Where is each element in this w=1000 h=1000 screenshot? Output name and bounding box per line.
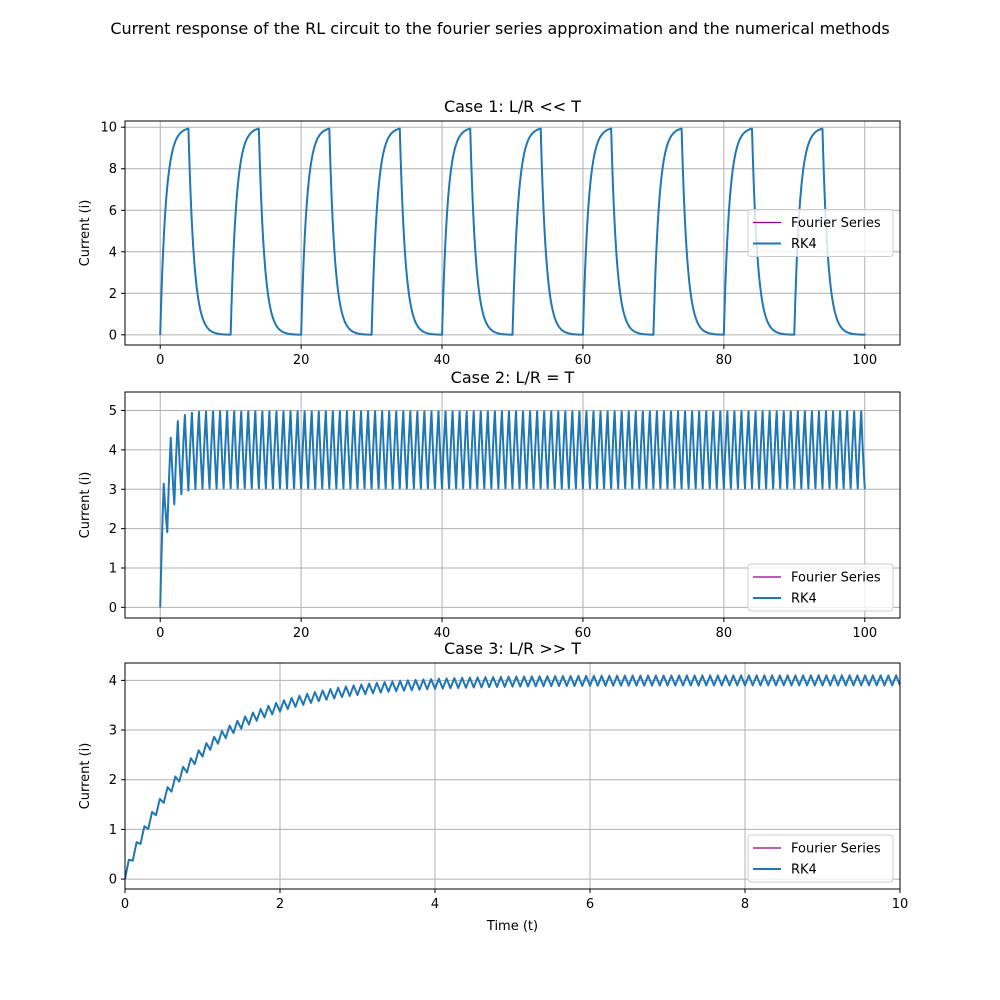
axes-frame — [124, 391, 901, 619]
y-tick-label: 2 — [109, 522, 117, 537]
subplot-2: 0 20 40 60 80 100 0 1 2 3 4 5 Case 2: L/R = T Current… — [78, 368, 901, 641]
y-axis-label: Current (i) — [78, 200, 93, 267]
subplot-3: 0 2 4 6 8 10 0 1 2 3 4 Case 3: L/R >> T Current (i) T… — [78, 639, 908, 934]
rk4-line — [159, 127, 866, 336]
y-axis-label: Current (i) — [78, 743, 93, 810]
x-tick-label: 100 — [852, 353, 877, 368]
axes-frame — [124, 120, 901, 346]
y-tick-label: 6 — [109, 204, 117, 219]
legend-label: RK4 — [791, 863, 817, 878]
x-tick-label: 60 — [575, 626, 592, 641]
y-tick-label: 0 — [109, 873, 117, 888]
y-tick-label: 4 — [109, 443, 117, 458]
x-tick-label: 80 — [716, 626, 733, 641]
axes-frame — [124, 662, 901, 890]
x-tick-label: 0 — [156, 353, 164, 368]
x-tick-label: 10 — [892, 897, 909, 912]
subplot-title: Case 3: L/R >> T — [444, 639, 581, 658]
legend: Fourier Series RK4 — [747, 834, 894, 883]
legend-box — [747, 563, 894, 612]
y-tick-label: 1 — [109, 561, 117, 576]
y-tick-label: 3 — [109, 724, 117, 739]
x-tick-label: 60 — [575, 353, 592, 368]
y-tick-label: 0 — [109, 601, 117, 616]
y-tick-label: 1 — [109, 823, 117, 838]
legend: Fourier Series RK4 — [747, 563, 894, 612]
x-tick-label: 20 — [293, 626, 310, 641]
y-tick-label: 2 — [109, 287, 117, 302]
x-tick-label: 0 — [156, 626, 164, 641]
y-tick-label: 4 — [109, 245, 117, 260]
legend-box — [747, 209, 894, 257]
y-tick-label: 3 — [109, 483, 117, 498]
x-tick-label: 40 — [434, 353, 451, 368]
x-tick-label: 0 — [121, 897, 129, 912]
y-tick-label: 4 — [109, 674, 117, 689]
x-tick-label: 40 — [434, 626, 451, 641]
y-axis-label: Current (i) — [78, 472, 93, 539]
legend-box — [747, 834, 894, 883]
subplot-title: Case 2: L/R = T — [451, 368, 575, 387]
x-tick-label: 4 — [431, 897, 439, 912]
y-tick-label: 10 — [100, 121, 117, 136]
legend-label: RK4 — [791, 592, 817, 607]
legend-label: Fourier Series — [791, 842, 881, 857]
y-tick-label: 2 — [109, 773, 117, 788]
x-axis-label: Time (t) — [486, 919, 538, 934]
x-tick-label: 80 — [716, 353, 733, 368]
subplot-1: 0 20 40 60 80 100 0 2 4 6 8 10 Case 1: L/R << T Curre… — [78, 97, 901, 368]
legend-label: Fourier Series — [791, 216, 881, 231]
x-tick-label: 20 — [293, 353, 310, 368]
legend-label: RK4 — [791, 237, 817, 252]
legend-label: Fourier Series — [791, 571, 881, 586]
x-tick-label: 6 — [586, 897, 594, 912]
x-tick-label: 8 — [741, 897, 749, 912]
rk4-line — [159, 410, 866, 608]
x-tick-label: 100 — [852, 626, 877, 641]
subplot-title: Case 1: L/R << T — [444, 97, 581, 116]
y-tick-label: 0 — [109, 328, 117, 343]
figure-title: Current response of the RL circuit to th… — [110, 19, 889, 38]
legend: Fourier Series RK4 — [747, 209, 894, 257]
x-tick-label: 2 — [276, 897, 284, 912]
rk4-line — [125, 674, 900, 880]
y-tick-label: 5 — [109, 404, 117, 419]
y-tick-label: 8 — [109, 162, 117, 177]
